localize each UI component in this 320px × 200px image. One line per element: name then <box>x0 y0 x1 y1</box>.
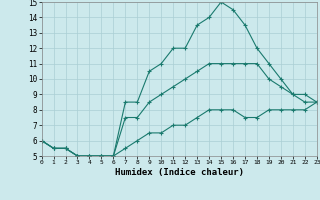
X-axis label: Humidex (Indice chaleur): Humidex (Indice chaleur) <box>115 168 244 177</box>
